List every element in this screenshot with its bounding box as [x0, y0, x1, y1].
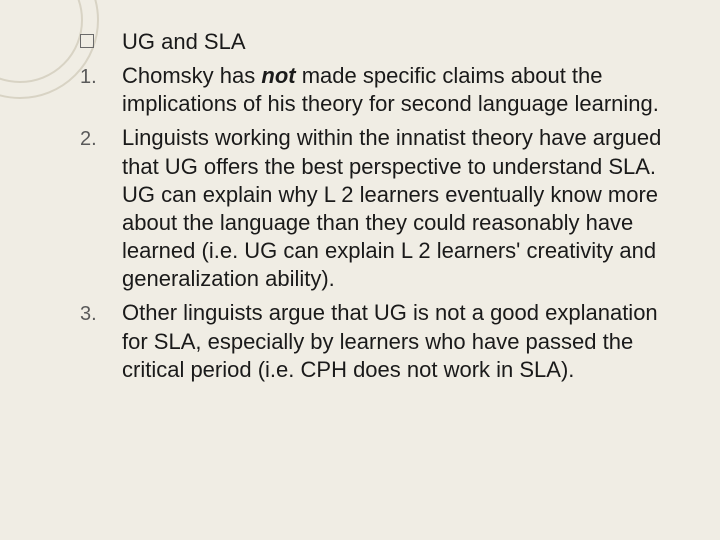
checkbox-bullet [80, 28, 122, 48]
list-item: UG and SLA [80, 28, 680, 56]
item-text-1: Chomsky has not made specific claims abo… [122, 62, 680, 118]
list-item: 3. Other linguists argue that UG is not … [80, 299, 680, 383]
list-item: 2. Linguists working within the innatist… [80, 124, 680, 293]
number-marker: 3. [80, 299, 122, 327]
slide-content: UG and SLA 1. Chomsky has not made speci… [80, 28, 680, 390]
number-marker: 2. [80, 124, 122, 152]
item-text-3: Other linguists argue that UG is not a g… [122, 299, 680, 383]
number-marker: 1. [80, 62, 122, 90]
item-text-0: UG and SLA [122, 28, 680, 56]
item-text-2: Linguists working within the innatist th… [122, 124, 680, 293]
list-item: 1. Chomsky has not made specific claims … [80, 62, 680, 118]
deco-ring-inner [0, 0, 82, 82]
checkbox-icon [80, 34, 94, 48]
